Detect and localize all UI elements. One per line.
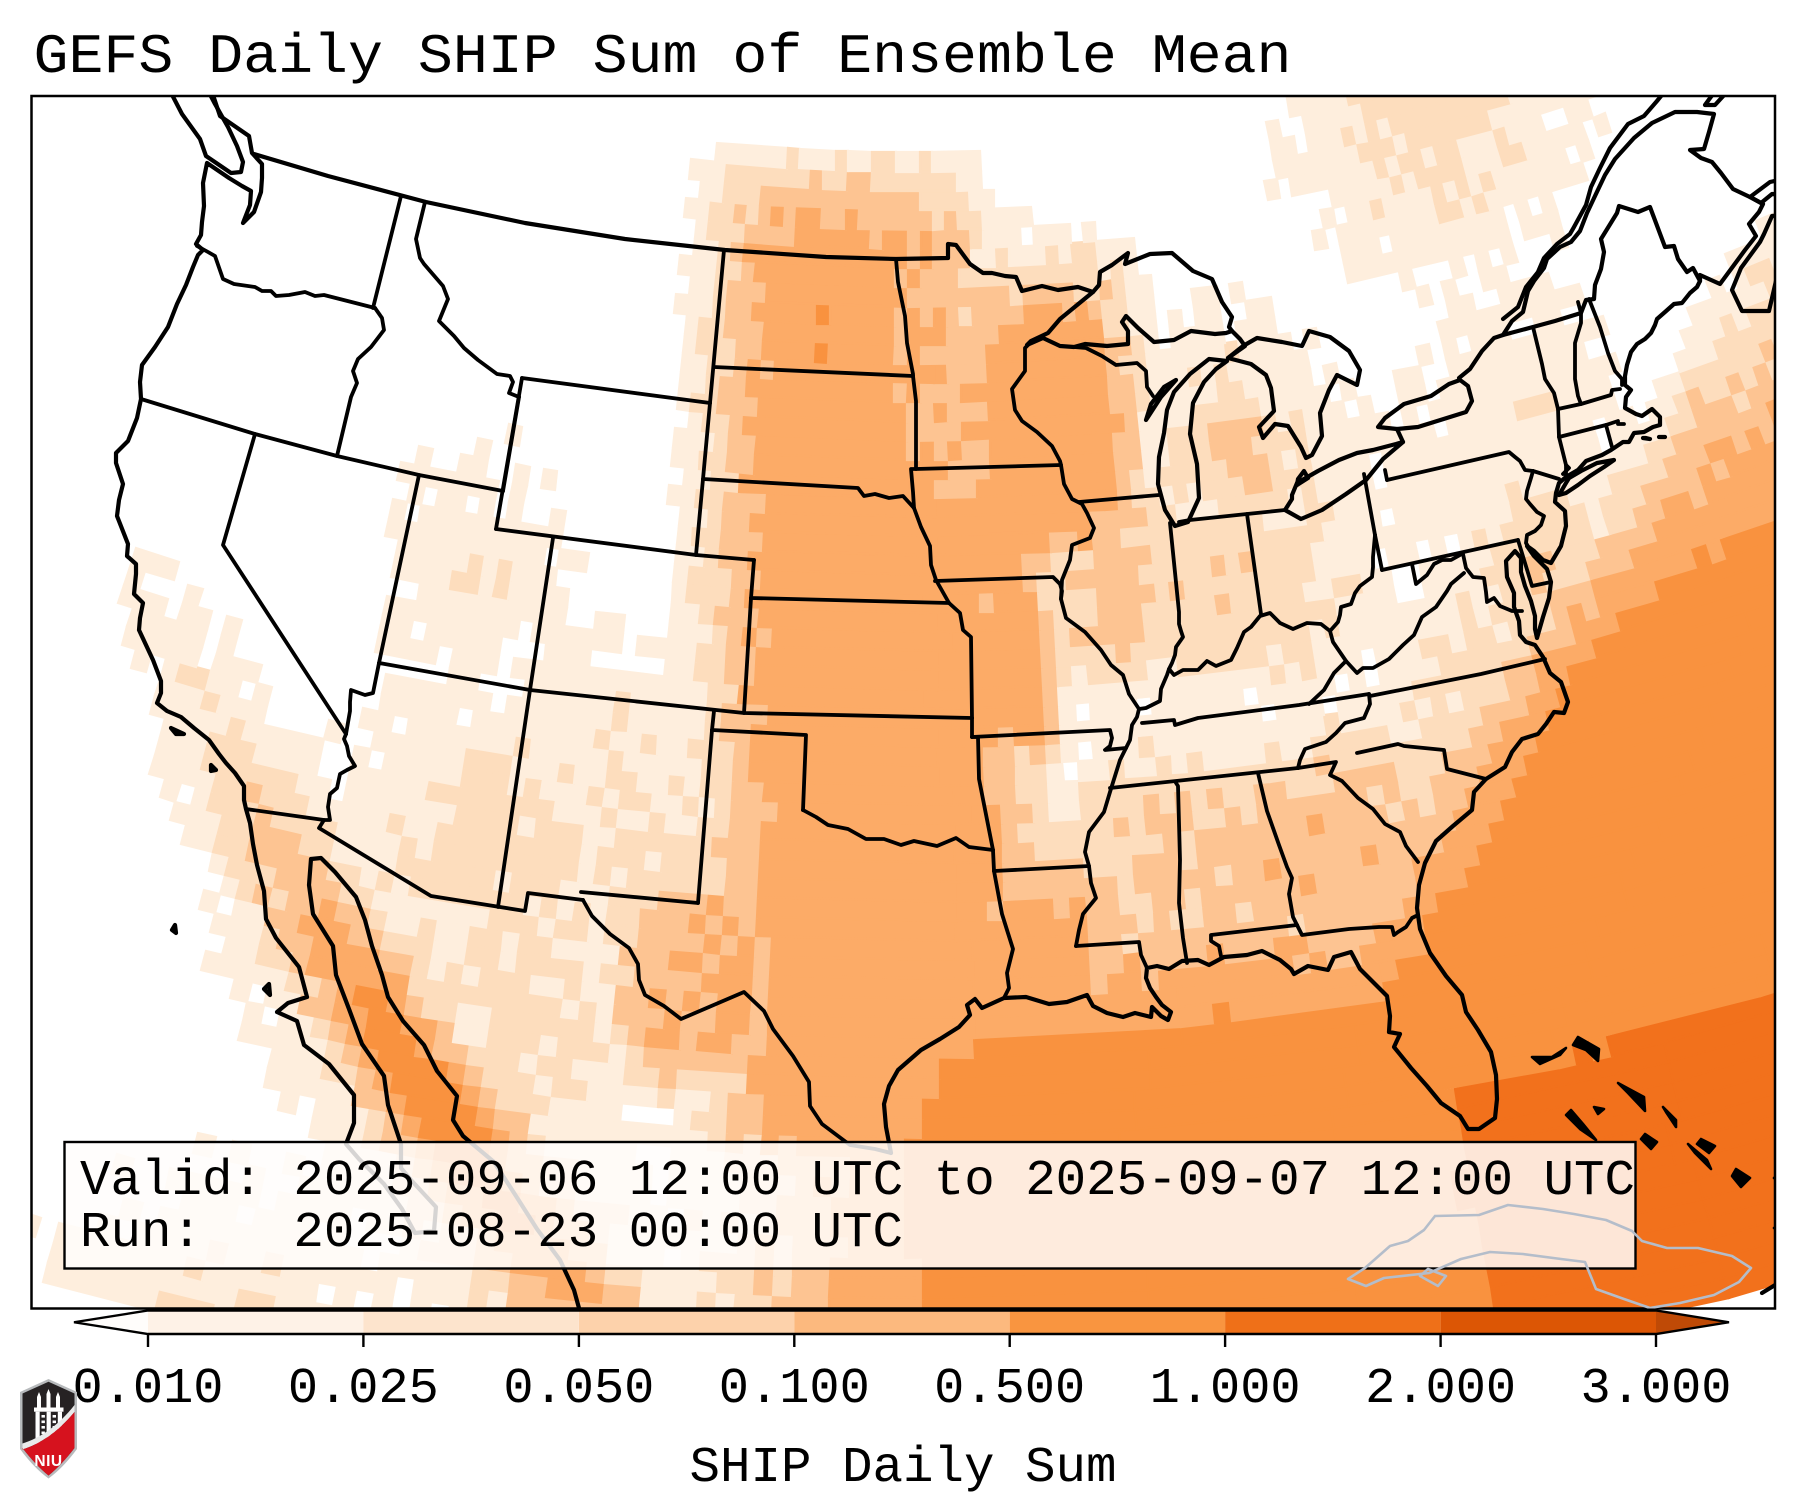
svg-text:0.025: 0.025 bbox=[288, 1361, 439, 1418]
svg-text:3.000: 3.000 bbox=[1581, 1361, 1732, 1418]
svg-text:0.010: 0.010 bbox=[73, 1361, 224, 1418]
svg-text:Run: 2025-08-23 00:00 UTC: Run: 2025-08-23 00:00 UTC bbox=[80, 1205, 903, 1262]
svg-text:Valid: 2025-09-06 12:00 UTC to: Valid: 2025-09-06 12:00 UTC to 2025-09-0… bbox=[80, 1153, 1635, 1210]
svg-text:1.000: 1.000 bbox=[1150, 1361, 1301, 1418]
svg-text:2.000: 2.000 bbox=[1365, 1361, 1516, 1418]
svg-text:0.050: 0.050 bbox=[503, 1361, 654, 1418]
svg-text:GEFS Daily SHIP Sum of Ensembl: GEFS Daily SHIP Sum of Ensemble Mean bbox=[34, 25, 1292, 89]
svg-text:NIU: NIU bbox=[34, 1453, 62, 1470]
svg-text:0.500: 0.500 bbox=[934, 1361, 1085, 1418]
svg-text:SHIP Daily Sum: SHIP Daily Sum bbox=[690, 1440, 1117, 1497]
svg-text:0.100: 0.100 bbox=[719, 1361, 870, 1418]
